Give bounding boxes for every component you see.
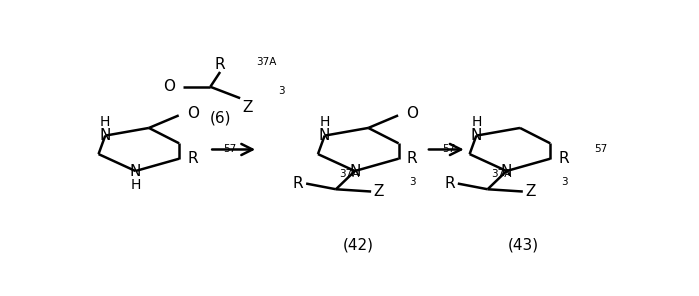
Text: N: N: [130, 163, 141, 178]
Text: 3: 3: [561, 177, 568, 187]
Text: R: R: [293, 176, 303, 191]
Text: N: N: [319, 128, 331, 143]
Text: 37A: 37A: [491, 168, 511, 178]
Text: R: R: [407, 151, 417, 166]
Text: N: N: [501, 163, 512, 178]
Text: O: O: [187, 106, 199, 121]
Text: 3: 3: [279, 86, 285, 96]
Text: N: N: [470, 128, 482, 143]
Text: Z: Z: [374, 184, 384, 199]
Text: (42): (42): [343, 238, 374, 253]
Text: O: O: [163, 79, 175, 94]
Text: H: H: [100, 115, 110, 129]
Text: 57: 57: [594, 144, 607, 154]
Text: R: R: [559, 151, 569, 166]
Text: 37A: 37A: [256, 57, 276, 67]
Text: Z: Z: [243, 100, 253, 115]
Text: 3: 3: [410, 177, 416, 187]
Text: Z: Z: [526, 184, 536, 199]
Text: H: H: [319, 115, 330, 129]
Text: 57: 57: [442, 144, 456, 154]
Text: H: H: [130, 178, 140, 192]
Text: (6): (6): [209, 110, 231, 125]
Text: 37A: 37A: [339, 168, 359, 178]
Text: R: R: [215, 57, 225, 72]
Text: N: N: [99, 128, 111, 143]
Text: (43): (43): [508, 238, 539, 253]
Text: 57: 57: [223, 144, 236, 154]
Text: H: H: [471, 115, 482, 129]
Text: R: R: [187, 151, 198, 166]
Text: N: N: [350, 163, 361, 178]
Text: R: R: [445, 176, 455, 191]
Text: O: O: [406, 106, 418, 121]
